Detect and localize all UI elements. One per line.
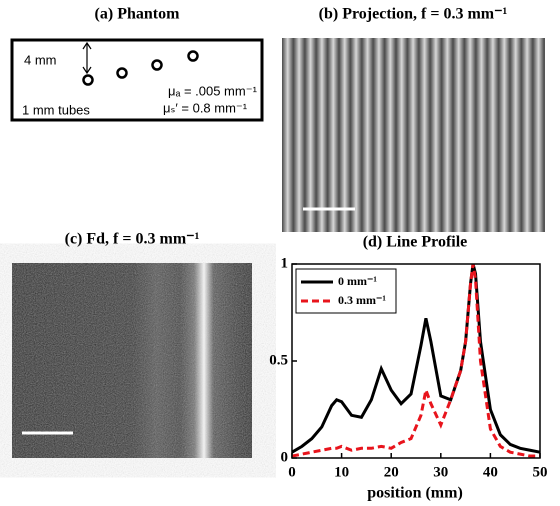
y-tick-label: 1	[281, 255, 289, 271]
x-axis-label: position (mm)	[367, 485, 463, 502]
x-tick-label: 40	[483, 464, 498, 480]
x-tick-label: 50	[533, 464, 548, 480]
legend-label: 0.3 mm⁻¹	[338, 293, 386, 307]
tubes	[84, 52, 198, 85]
plot: 0 10 20 30 40 50 0 0.5 1 0 mm⁻¹ 0.3 mm⁻¹	[269, 255, 547, 480]
page: (a) Phantom 4 mm 1 mm tubes μₐ = .005 mm…	[0, 0, 560, 506]
mua-label: μₐ = .005 mm⁻¹	[168, 83, 258, 98]
panel-title: (a) Phantom	[95, 6, 181, 23]
mus-label: μₛ′ = 0.8 mm⁻¹	[163, 100, 248, 115]
chart-title: (d) Line Profile	[363, 234, 468, 251]
panel-title: (c) Fd, f = 0.3 mm⁻¹	[65, 231, 200, 248]
tubes-label: 1 mm tubes	[22, 102, 90, 117]
projection-image	[282, 38, 545, 232]
x-tick-label: 0	[288, 464, 296, 480]
panel-title: (b) Projection, f = 0.3 mm⁻¹	[319, 6, 508, 23]
y-tick-label: 0.5	[269, 352, 288, 368]
depth-label: 4 mm	[24, 52, 57, 67]
legend-label: 0 mm⁻¹	[338, 274, 377, 288]
x-tick-label: 20	[384, 464, 399, 480]
figure: (a) Phantom 4 mm 1 mm tubes μₐ = .005 mm…	[0, 0, 560, 506]
fd-image	[12, 263, 252, 458]
x-tick-label: 10	[334, 464, 349, 480]
y-tick-label: 0	[281, 449, 289, 465]
x-tick-label: 30	[433, 464, 448, 480]
